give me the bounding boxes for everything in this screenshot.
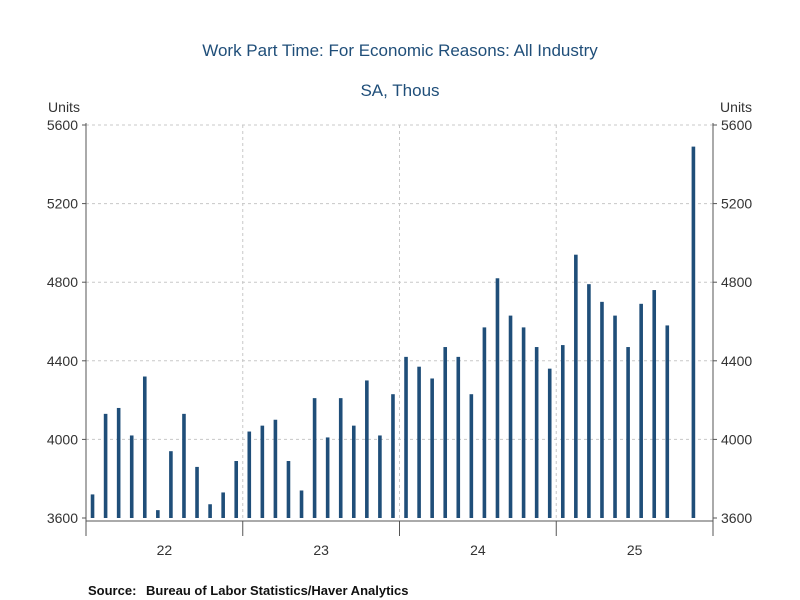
x-year-label: 22 (157, 542, 173, 558)
bar (652, 290, 657, 518)
bar (443, 347, 448, 518)
y-tick-label-right: 4400 (721, 353, 752, 369)
bar (378, 435, 382, 518)
bar (600, 301, 604, 518)
bar (312, 398, 317, 518)
bar (691, 146, 696, 519)
source-label: Source: (88, 583, 136, 598)
bar (351, 425, 356, 518)
bar (208, 504, 212, 518)
y-tick-label-right: 4000 (721, 431, 752, 447)
bar (430, 378, 434, 518)
bar (404, 356, 408, 518)
y-tick-label-left: 5600 (47, 117, 78, 133)
y-tick-label-left: 4000 (47, 431, 78, 447)
bars (90, 146, 696, 519)
bar (195, 466, 199, 518)
bar (169, 451, 173, 518)
bar (521, 327, 526, 518)
bar (665, 325, 670, 518)
bar (495, 278, 500, 518)
bar (574, 254, 578, 518)
bar (221, 492, 225, 518)
x-year-label: 25 (627, 542, 643, 558)
bar (260, 425, 265, 518)
bar (508, 315, 513, 518)
y-tick-label-left: 3600 (47, 510, 78, 526)
tick-labels: 3600 3600 4000 4000 4400 4400 4800 4800 5200 5200… (47, 117, 753, 558)
chart-subtitle: SA, Thous (360, 81, 439, 100)
bar (469, 394, 474, 518)
y-tick-label-right: 4800 (721, 274, 752, 290)
y-tick-label-left: 5200 (47, 196, 78, 212)
bar (247, 431, 252, 518)
bar (456, 356, 461, 518)
right-axis-unit: Units (720, 99, 752, 115)
bar (129, 435, 134, 518)
x-year-label: 23 (313, 542, 329, 558)
bar (639, 303, 643, 518)
bar (560, 345, 565, 518)
bar (482, 327, 487, 518)
bar (613, 315, 617, 518)
gridlines (86, 124, 713, 518)
y-tick-label-right: 3600 (721, 510, 752, 526)
bar (299, 490, 304, 518)
bar (391, 394, 395, 518)
left-axis-unit: Units (48, 99, 80, 115)
source-text: Bureau of Labor Statistics/Haver Analyti… (146, 583, 409, 598)
y-tick-label-left: 4800 (47, 274, 78, 290)
x-year-label: 24 (470, 542, 486, 558)
bar (156, 510, 160, 518)
bar (325, 437, 330, 518)
bar (116, 407, 121, 518)
bar (90, 494, 95, 518)
bar (534, 347, 539, 518)
bar (547, 368, 552, 518)
bar (182, 413, 186, 518)
bar (103, 413, 108, 518)
y-tick-label-right: 5200 (721, 196, 752, 212)
bar (338, 398, 343, 518)
bar (417, 366, 421, 518)
bar (286, 461, 291, 518)
bar (626, 347, 630, 518)
bar (587, 284, 591, 518)
y-tick-label-left: 4400 (47, 353, 78, 369)
y-tick-label-right: 5600 (721, 117, 752, 133)
chart-title: Work Part Time: For Economic Reasons: Al… (202, 41, 598, 60)
bar (273, 419, 278, 518)
bar (365, 380, 369, 518)
bar (142, 376, 147, 518)
bar (234, 461, 239, 518)
axes (82, 123, 717, 536)
